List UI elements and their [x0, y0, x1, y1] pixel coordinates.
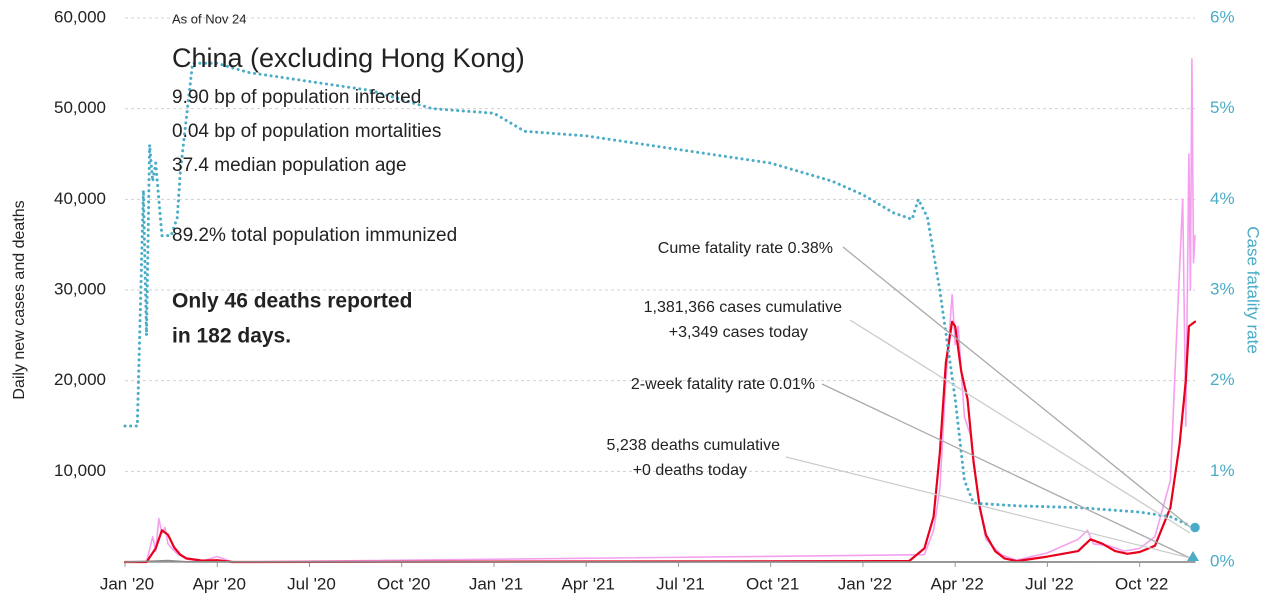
x-tick-label: Jan '20	[100, 574, 154, 593]
annotation: 2-week fatality rate 0.01%	[631, 376, 815, 393]
text-block: As of Nov 24 China (excluding Hong Kong)…	[172, 11, 525, 347]
x-tick-label: Jul '20	[287, 574, 336, 593]
leader-line	[785, 456, 1191, 559]
stat: 9.90 bp of population infected	[172, 87, 421, 108]
y-tick-label: 20,000	[54, 370, 106, 389]
plot: 10,000 20,000 30,000 40,000 50,000 60,000 0% 1%…	[54, 7, 1235, 593]
y2-tick-label: 3%	[1210, 279, 1235, 298]
stat: 89.2% total population immunized	[172, 225, 457, 246]
y-tick-label: 30,000	[54, 279, 106, 298]
stat: 37.4 median population age	[172, 155, 407, 176]
y2-tick-label: 5%	[1210, 98, 1235, 117]
x-tick-label: Jan '21	[469, 574, 523, 593]
annotation: 5,238 deaths cumulative	[607, 437, 781, 454]
x-tick-label: Jul '21	[656, 574, 705, 593]
annotation: 1,381,366 cases cumulative	[644, 299, 842, 316]
y2-tick-label: 4%	[1210, 189, 1235, 208]
note: in 182 days.	[172, 325, 291, 348]
y2-axis-label: Case fatality rate	[1244, 226, 1263, 354]
x-tick-label: Apr '21	[562, 574, 615, 593]
series-line	[124, 58, 1196, 563]
leader-line	[821, 383, 1191, 559]
series-line	[123, 320, 1197, 564]
series-line	[124, 559, 1196, 563]
y2-tick-label: 0%	[1210, 551, 1235, 570]
x-tick-label: Jan '22	[838, 574, 892, 593]
annotation: +0 deaths today	[633, 462, 747, 479]
y2-tick-label: 1%	[1210, 461, 1235, 480]
x-tick-label: Oct '20	[377, 574, 430, 593]
y-axis-label: Daily new cases and deaths	[11, 200, 28, 399]
y-tick-label: 10,000	[54, 461, 106, 480]
annotation: Cume fatality rate 0.38%	[658, 240, 833, 257]
leader-line	[842, 246, 1191, 528]
x-tick-label: Oct '21	[746, 574, 799, 593]
x-tick-label: Oct '22	[1115, 574, 1168, 593]
two-week-marker	[1187, 551, 1199, 561]
y-tick-label: 40,000	[54, 189, 106, 208]
y2-tick-label: 2%	[1210, 370, 1235, 389]
annotation: +3,349 cases today	[669, 324, 808, 341]
stat: 0.04 bp of population mortalities	[172, 121, 441, 142]
y-tick-label: 60,000	[54, 7, 106, 26]
y2-tick-label: 6%	[1210, 7, 1235, 26]
x-tick-label: Jul '22	[1025, 574, 1074, 593]
note: Only 46 deaths reported	[172, 290, 412, 313]
end-marker	[1188, 521, 1202, 534]
series-line	[123, 61, 1197, 529]
y-tick-label: 50,000	[54, 98, 106, 117]
subtitle: As of Nov 24	[172, 11, 246, 26]
leader-line	[849, 319, 1191, 534]
annotations: Cume fatality rate 0.38% 1,381,366 cases…	[607, 240, 1199, 561]
x-tick-label: Apr '22	[931, 574, 984, 593]
x-tick-label: Apr '20	[193, 574, 246, 593]
chart-title: China (excluding Hong Kong)	[172, 43, 525, 73]
